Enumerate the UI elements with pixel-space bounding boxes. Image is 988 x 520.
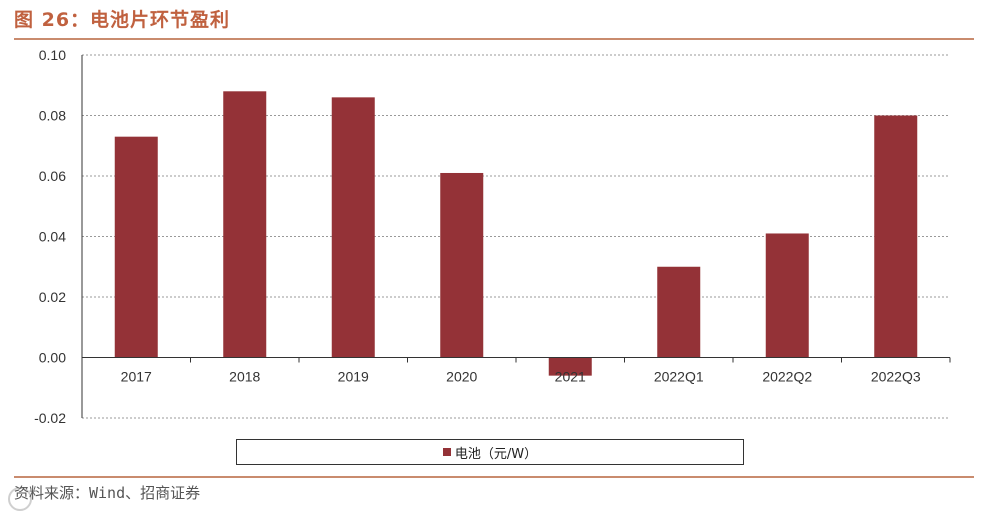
watermark-logo-icon (8, 487, 32, 511)
x-tick-label: 2021 (555, 369, 586, 385)
bar-2022Q2 (765, 233, 809, 358)
legend-swatch (442, 448, 451, 456)
bar-2022Q1 (657, 266, 701, 358)
x-tick-label: 2017 (121, 369, 152, 385)
y-tick-label: 0.00 (39, 350, 66, 366)
legend-series-label: 电池（元/W） (454, 446, 538, 462)
bar-2021 (548, 357, 592, 376)
bar-2019 (331, 97, 375, 358)
x-tick-label: 2018 (229, 369, 260, 385)
y-tick-label: 0.10 (39, 47, 66, 63)
figure-title: 图 26：电池片环节盈利 (14, 9, 231, 31)
x-tick-label: 2020 (446, 369, 477, 385)
x-tick-label: 2022Q2 (762, 369, 812, 385)
source-note: 资料来源：Wind、招商证券 (14, 484, 201, 502)
bar-2020 (440, 172, 484, 358)
chart-legend: 电池（元/W） (236, 439, 744, 465)
y-tick-label: 0.04 (39, 229, 66, 245)
bar-2018 (223, 91, 267, 358)
bar-2022Q3 (874, 115, 918, 358)
y-tick-label: 0.06 (39, 168, 66, 184)
y-tick-label: 0.02 (39, 289, 66, 305)
bar-chart: 0.10 0.08 0.06 0.04 0.02 0.00 -0.02 2017 2018 201… (34, 47, 951, 426)
y-tick-label: -0.02 (34, 410, 66, 426)
footer-divider (14, 476, 974, 478)
bar-2017 (114, 136, 158, 358)
x-tick-label: 2022Q3 (871, 369, 921, 385)
x-tick-label: 2022Q1 (654, 369, 704, 385)
title-divider (14, 38, 974, 40)
y-tick-label: 0.08 (39, 108, 66, 124)
x-tick-label: 2019 (338, 369, 369, 385)
